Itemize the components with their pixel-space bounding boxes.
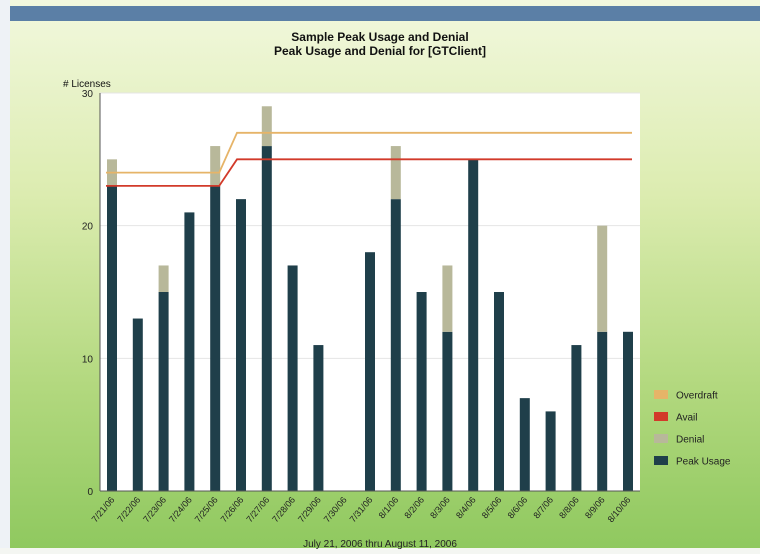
x-tick-label: 8/1/06 [377,495,401,521]
x-tick-label: 7/22/06 [115,495,142,524]
denial-bar [597,225,608,332]
peak-usage-bar [545,411,556,491]
peak-usage-bar [313,345,324,491]
avail-line [106,158,632,187]
x-tick-label: 7/27/06 [244,495,271,524]
peak-usage-bar [287,265,298,491]
legend-label: Denial [676,435,704,446]
peak-usage-bar [261,146,272,492]
peak-usage-bar [158,292,169,491]
peak-usage-bar [597,331,608,491]
x-tick-label: 7/29/06 [296,495,323,524]
y-axis-label: # Licenses [63,79,111,90]
peak-usage-bar [571,345,582,491]
x-tick-label: 7/26/06 [219,495,246,524]
y-tick-label: 10 [82,354,94,365]
chart-subtitle: Peak Usage and Denial for [GTClient] [273,44,487,58]
legend-label: Avail [676,413,698,424]
denial-bar [390,146,401,200]
legend-label: Overdraft [676,391,718,402]
x-tick-label: 7/21/06 [90,495,117,524]
peak-usage-bar [365,252,375,491]
x-axis-label: July 21, 2006 thru August 11, 2006 [303,539,457,550]
denial-bar [442,265,453,332]
x-tick-label: 7/30/06 [322,495,349,524]
peak-usage-bar [519,398,530,491]
header-bar [10,6,760,21]
peak-usage-bar [236,199,246,491]
x-tick-label: 8/9/06 [583,495,607,521]
peak-usage-bar [468,159,479,492]
x-tick-label: 8/10/06 [606,495,633,524]
x-tick-label: 8/5/06 [480,495,504,521]
peak-usage-bar [390,199,401,491]
x-tick-label: 8/8/06 [557,495,581,521]
window-edge [0,0,10,554]
x-tick-label: 8/2/06 [402,495,426,521]
x-tick-label: 7/25/06 [193,495,220,524]
x-tick-label: 7/24/06 [167,495,194,524]
denial-legend-swatch [654,434,668,443]
peak-usage-bar [184,212,195,491]
window-edge-bottom [0,548,760,554]
overdraft-legend-swatch [654,390,668,399]
peak-usage-legend-swatch [654,456,668,465]
overdraft-line [106,131,632,174]
avail-legend-swatch [654,412,668,421]
legend-label: Peak Usage [676,457,731,468]
y-tick-label: 0 [87,487,93,498]
y-tick-label: 20 [82,222,94,233]
x-tick-label: 7/28/06 [270,495,297,524]
peak-usage-bar [210,185,221,491]
x-tick-label: 7/23/06 [141,495,168,524]
y-tick-label: 30 [82,89,94,100]
x-tick-label: 8/7/06 [531,495,555,521]
peak-usage-bar [623,331,633,491]
peak-usage-bar [442,331,453,491]
peak-usage-bar [416,292,427,491]
x-tick-label: 7/31/06 [348,495,375,524]
chart-title: Sample Peak Usage and Denial [291,30,469,44]
x-tick-label: 8/3/06 [428,495,452,521]
x-tick-label: 8/4/06 [454,495,478,521]
peak-usage-bar [494,292,504,491]
peak-usage-bar [132,318,143,491]
peak-usage-bar [107,185,117,491]
denial-bar [261,106,272,147]
denial-bar [158,265,169,292]
denial-bar [210,146,221,186]
x-tick-label: 8/6/06 [506,495,530,521]
